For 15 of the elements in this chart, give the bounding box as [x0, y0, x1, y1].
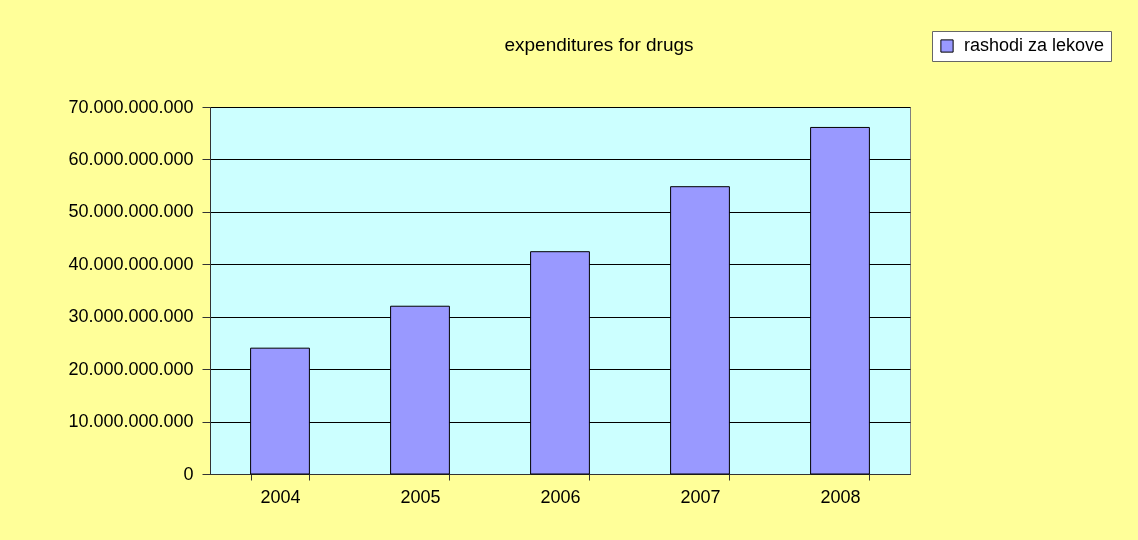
x-tick-label: 2008: [820, 486, 861, 507]
chart-title: expenditures for drugs: [504, 33, 694, 55]
x-tick-label: 2004: [260, 486, 301, 507]
y-tick-label: 0: [183, 463, 194, 484]
y-tick-label: 70.000.000.000: [68, 96, 194, 117]
x-tick-label: 2005: [400, 486, 441, 507]
y-tick-label: 50.000.000.000: [68, 201, 194, 222]
y-tick-label: 30.000.000.000: [68, 306, 194, 327]
y-tick-label: 20.000.000.000: [68, 358, 194, 379]
y-tick-label: 60.000.000.000: [68, 148, 194, 169]
legend-label: rashodi za lekove: [964, 35, 1105, 55]
y-tick-label: 40.000.000.000: [68, 253, 194, 274]
x-tick-label: 2007: [680, 486, 721, 507]
y-tick-label: 10.000.000.000: [68, 411, 194, 432]
x-tick-label: 2006: [540, 486, 581, 507]
